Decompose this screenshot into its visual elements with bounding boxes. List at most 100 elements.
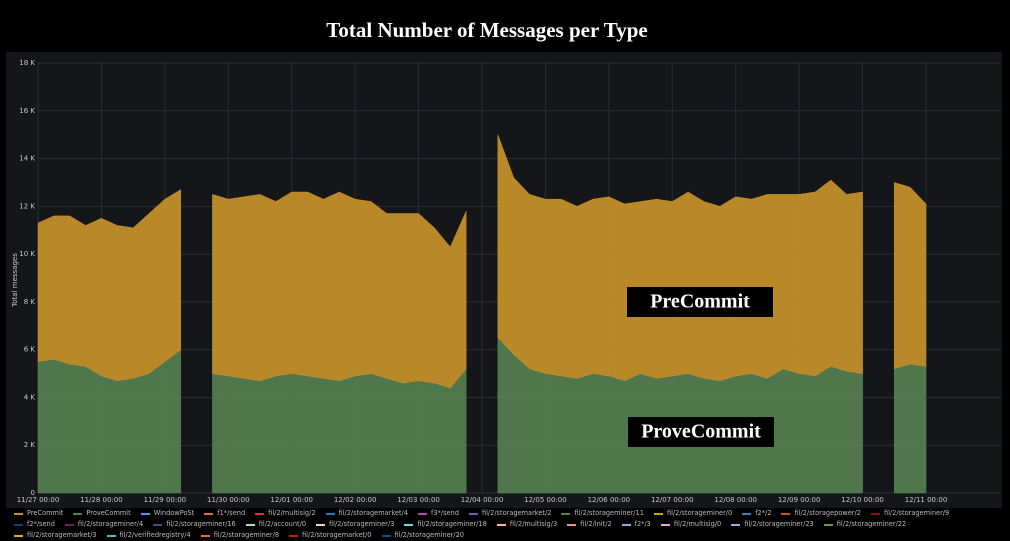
legend-item[interactable]: WindowPoSt [140,508,195,519]
x-tick-label: 12/06 00:00 [588,496,631,504]
x-tick-label: 11/28 00:00 [80,496,123,504]
legend-label: fil/2/storagemarket/4 [338,509,409,517]
legend-swatch [106,534,116,537]
x-tick-label: 12/07 00:00 [651,496,694,504]
legend-item[interactable]: fil/2/storageminer/20 [381,530,465,541]
legend-swatch [781,512,791,515]
y-axis-label: Total messages [11,253,19,308]
x-tick-label: 11/29 00:00 [144,496,187,504]
legend-swatch [316,523,326,526]
y-tick-label: 12 K [19,202,35,210]
legend-item[interactable]: f2*/3 [621,519,651,530]
legend-label: fil/2/multisig/0 [673,520,722,528]
legend-item[interactable]: fil/2/init/2 [567,519,612,530]
legend-item[interactable]: fil/2/multisig/0 [660,519,722,530]
legend-label: fil/2/storagemarket/2 [481,509,552,517]
legend-item[interactable]: fil/2/storagepower/2 [781,508,861,519]
annotation-box [628,417,774,447]
legend-label: fil/2/init/2 [580,520,612,528]
legend-label: fil/2/storageminer/16 [166,520,236,528]
legend-item[interactable]: fil/2/storageminer/11 [561,508,644,519]
legend-item[interactable]: ProveCommit [73,508,131,519]
x-tick-label: 12/05 00:00 [524,496,567,504]
plot-area: 0 2 K 4 K 6 K 8 K 10 K 12 K 14 K 16 K 18 K 11/27 0… [17,59,1000,504]
legend-label: fil/2/storageminer/11 [574,509,644,517]
legend-swatch [381,534,391,537]
legend-label: fil/2/storageminer/22 [836,520,907,528]
y-tick-label: 16 K [19,107,35,115]
legend: PreCommit ProveCommit WindowPoSt f1*/send fi… [14,508,1004,541]
legend-swatch [200,534,210,537]
legend-item[interactable]: f2*/send [14,519,55,530]
x-tick-label: 12/01 00:00 [270,496,313,504]
legend-item[interactable]: f1*/send [204,508,245,519]
y-tick-label: 18 K [19,59,35,67]
legend-swatch [660,523,670,526]
legend-item[interactable]: fil/2/storageminer/23 [731,519,814,530]
x-tick-label: 12/02 00:00 [334,496,377,504]
legend-label: f2*/2 [755,509,772,517]
legend-item[interactable]: fil/2/storagemarket/2 [468,508,552,519]
legend-label: fil/2/storagemarket/3 [27,531,97,539]
legend-item[interactable]: fil/2/verifiedregistry/4 [106,530,191,541]
legend-label: WindowPoSt [153,509,195,517]
x-tick-label: 12/04 00:00 [461,496,504,504]
y-tick-label: 0 [31,489,35,497]
legend-item[interactable]: fil/2/account/0 [245,519,306,530]
legend-item[interactable]: fil/2/storagemarket/3 [14,530,97,541]
legend-item[interactable]: f2*/2 [742,508,771,519]
legend-swatch [245,523,255,526]
annotations: PreCommit ProveCommit [627,287,774,447]
legend-item[interactable]: fil/2/storageminer/9 [870,508,950,519]
legend-item[interactable]: fil/2/multisig/2 [255,508,316,519]
legend-swatch [14,534,23,537]
area [212,191,467,389]
y-tick-label: 14 K [19,155,35,163]
legend-swatch [731,523,741,526]
legend-item[interactable]: PreCommit [14,508,63,519]
x-tick-label: 12/11 00:00 [905,496,948,504]
legend-item[interactable]: fil/2/storageminer/0 [653,508,733,519]
legend-label: fil/2/storageminer/20 [394,531,465,539]
legend-item[interactable]: fil/2/storageminer/18 [404,519,487,530]
legend-swatch [742,512,752,515]
area [37,189,181,381]
legend-item[interactable]: fil/2/storagemarket/4 [325,508,409,519]
legend-swatch [653,512,663,515]
legend-swatch [64,523,74,526]
legend-swatch [325,512,335,515]
legend-label: fil/2/storageminer/4 [77,520,144,528]
x-tick-label: 11/30 00:00 [207,496,250,504]
legend-label: fil/2/storageminer/0 [666,509,733,517]
legend-label: f1*/send [217,509,246,517]
legend-label: f3*/send [431,509,459,517]
legend-label: fil/2/storageminer/3 [329,520,395,528]
legend-label: fil/2/storagepower/2 [794,509,861,517]
legend-item[interactable]: fil/2/storageminer/22 [823,519,907,530]
legend-swatch [289,534,299,537]
x-tick-label: 12/09 00:00 [778,496,821,504]
area [894,363,927,494]
legend-label: fil/2/multisig/3 [509,520,558,528]
x-tick-label: 12/08 00:00 [714,496,757,504]
legend-label: fil/2/storagemarket/0 [302,531,372,539]
legend-swatch [621,523,631,526]
legend-item[interactable]: fil/2/multisig/3 [496,519,558,530]
legend-item[interactable]: fil/2/storageminer/8 [200,530,280,541]
legend-label: fil/2/storageminer/8 [213,531,280,539]
legend-label: fil/2/storageminer/9 [883,509,950,517]
legend-item[interactable]: fil/2/storageminer/16 [153,519,236,530]
area [894,182,927,370]
legend-swatch [140,512,150,515]
legend-label: f2*/3 [634,520,651,528]
legend-item[interactable]: fil/2/storagemarket/0 [289,530,372,541]
legend-item[interactable]: fil/2/storageminer/3 [316,519,394,530]
x-tick-label: 12/03 00:00 [397,496,440,504]
area [497,134,863,381]
legend-swatch [255,512,265,515]
legend-item[interactable]: fil/2/storageminer/4 [64,519,144,530]
y-tick-label: 6 K [24,346,36,354]
legend-item[interactable]: f3*/send [418,508,459,519]
